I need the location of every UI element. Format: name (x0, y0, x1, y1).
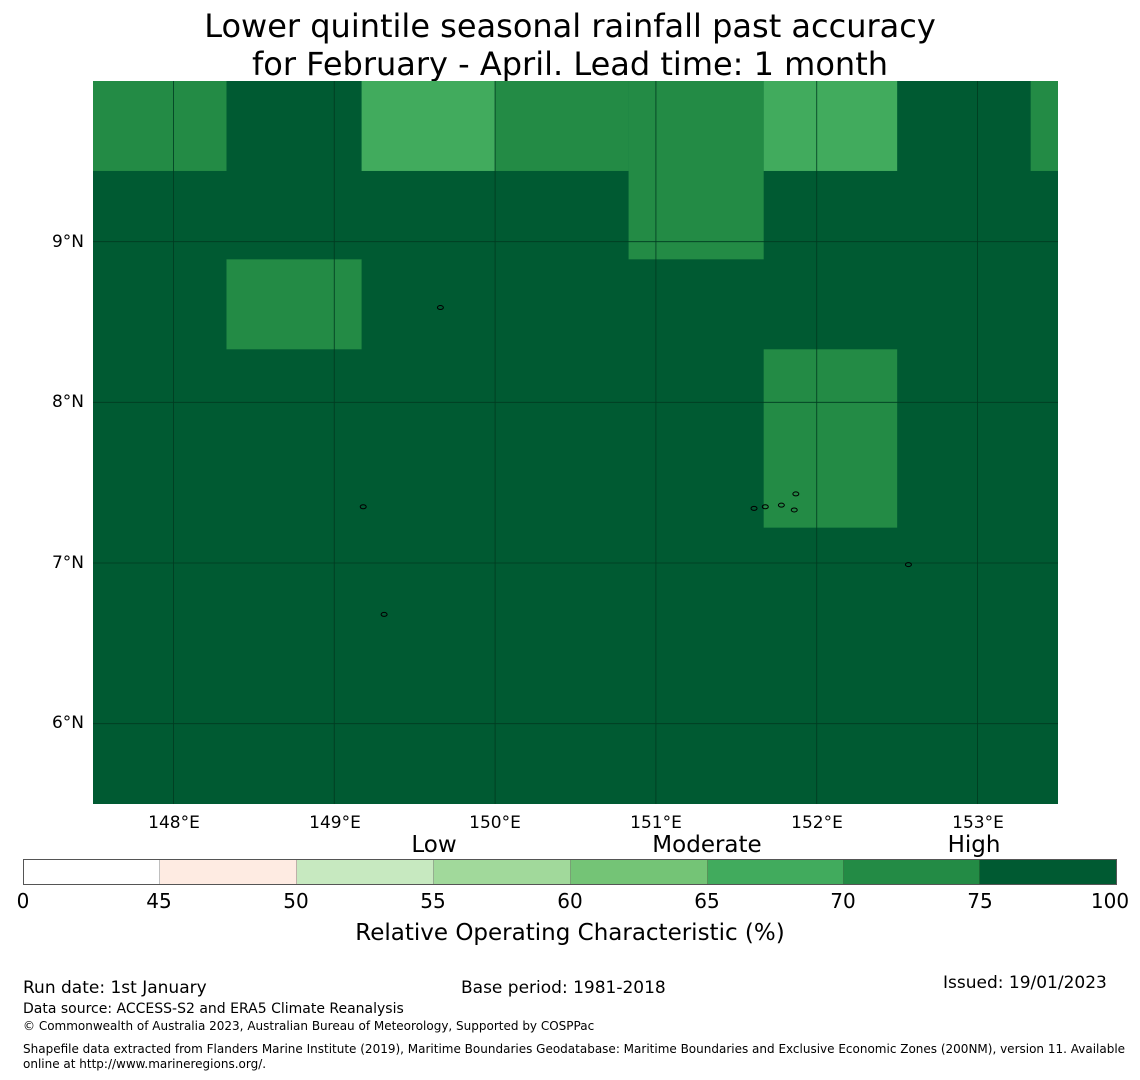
island-outline (904, 562, 912, 568)
island-outline (761, 504, 769, 510)
colorbar-tick-50: 50 (283, 889, 309, 913)
island-outline (792, 491, 800, 497)
colorbar-bin-50-55 (297, 860, 434, 884)
island-outline (380, 611, 388, 617)
island-outline (436, 305, 444, 311)
colorbar (23, 859, 1117, 885)
data-source: Data source: ACCESS-S2 and ERA5 Climate … (23, 1001, 404, 1017)
lon-label-150e: 150°E (469, 813, 521, 833)
base-period: Base period: 1981-2018 (461, 978, 666, 998)
colorbar-tick-70: 70 (830, 889, 856, 913)
chart-title-line1: Lower quintile seasonal rainfall past ac… (204, 7, 936, 45)
legend-category-high: High (947, 832, 1001, 858)
lon-label-149e: 149°E (309, 813, 361, 833)
map-cell-65-70 (763, 81, 898, 171)
map-cell-70-75 (495, 81, 629, 171)
lat-label-8n: 8°N (51, 392, 84, 412)
lon-label-153e: 153°E (952, 813, 1004, 833)
lat-label-7n: 7°N (51, 553, 84, 573)
legend-category-low: Low (411, 832, 457, 858)
colorbar-tick-0: 0 (16, 889, 30, 913)
lon-label-152e: 152°E (791, 813, 843, 833)
colorbar-tick-100: 100 (1090, 889, 1130, 913)
map-cell-70-75 (628, 81, 764, 260)
colorbar-bin-70-75 (844, 860, 980, 884)
colorbar-bin-75-100 (980, 860, 1116, 884)
map-cell-70-75 (93, 81, 227, 171)
island-outline (750, 505, 758, 511)
colorbar-tick-65: 65 (694, 889, 720, 913)
colorbar-bin-45-50 (160, 860, 297, 884)
island-outline (359, 504, 367, 510)
colorbar-title: Relative Operating Characteristic (%) (355, 920, 785, 946)
colorbar-bin-65-70 (708, 860, 844, 884)
colorbar-bin-0-45 (24, 860, 160, 884)
map-cell-70-75 (1030, 81, 1058, 171)
map-cell-65-70 (361, 81, 496, 171)
run-date: Run date: 1st January (23, 978, 207, 998)
lon-label-151e: 151°E (630, 813, 682, 833)
map-svg (93, 81, 1058, 804)
colorbar-tick-55: 55 (420, 889, 446, 913)
shapefile-credit-line1: Shapefile data extracted from Flanders M… (23, 1042, 1126, 1056)
map-cell-70-75 (226, 259, 362, 350)
colorbar-bin-55-60 (434, 860, 571, 884)
colorbar-tick-75: 75 (967, 889, 993, 913)
chart-title-line2: for February - April. Lead time: 1 month (251, 45, 889, 83)
lat-label-6n: 6°N (51, 713, 84, 733)
map-background-cell (93, 81, 1058, 804)
colorbar-tick-60: 60 (557, 889, 583, 913)
lat-label-9n: 9°N (51, 232, 84, 252)
copyright: © Commonwealth of Australia 2023, Austra… (23, 1019, 595, 1033)
lon-label-148e: 148°E (148, 813, 200, 833)
map-cell-70-75 (763, 349, 898, 528)
colorbar-tick-45: 45 (146, 889, 172, 913)
map-area[interactable] (93, 81, 1058, 804)
colorbar-bin-60-65 (571, 860, 708, 884)
issued-date: Issued: 19/01/2023 (943, 973, 1107, 993)
island-outline (777, 502, 785, 508)
legend-category-moderate: Moderate (652, 832, 762, 858)
shapefile-credit-line2: online at http://www.marineregions.org/. (23, 1057, 267, 1071)
island-outline (790, 507, 798, 513)
